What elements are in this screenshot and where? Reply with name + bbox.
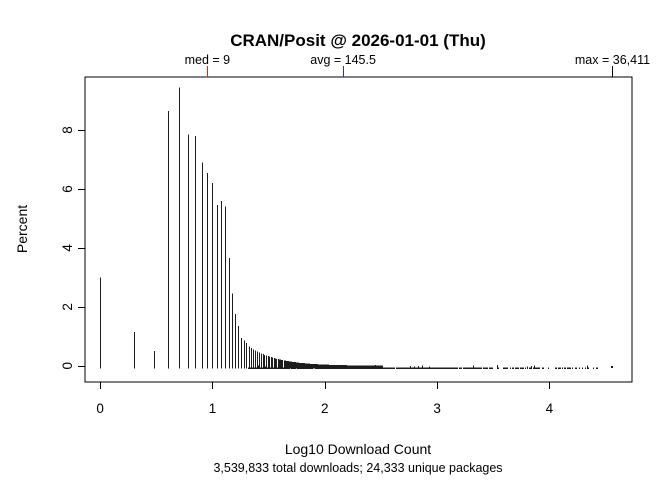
y-tick-label: 6 — [60, 185, 75, 193]
footer-subtitle: 3,539,833 total downloads; 24,333 unique… — [213, 461, 502, 475]
x-tick-label: 0 — [96, 401, 104, 416]
maximum-annotation-label: max = 36,411 — [575, 53, 650, 67]
average-annotation-label: avg = 145.5 — [310, 53, 376, 67]
max-data-point — [611, 366, 613, 368]
chart-title: CRAN/Posit @ 2026-01-01 (Thu) — [230, 31, 486, 50]
x-tick-label: 1 — [209, 401, 217, 416]
y-axis-label: Percent — [14, 205, 30, 253]
y-tick-label: 2 — [60, 303, 75, 311]
y-tick-label: 4 — [60, 244, 75, 252]
plot-box — [84, 76, 633, 383]
y-tick-label: 0 — [60, 362, 75, 370]
y-tick-label: 8 — [60, 126, 75, 134]
baseline-points — [248, 365, 598, 370]
x-tick-label: 4 — [546, 401, 554, 416]
x-axis-label: Log10 Download Count — [285, 441, 431, 457]
x-tick-label: 3 — [433, 401, 441, 416]
x-tick-label: 2 — [321, 401, 329, 416]
histogram-spikes — [100, 87, 383, 369]
median-annotation-label: med = 9 — [185, 53, 231, 67]
plot-area: 0 1 2 3 4 0 2 4 6 8 — [60, 66, 633, 416]
